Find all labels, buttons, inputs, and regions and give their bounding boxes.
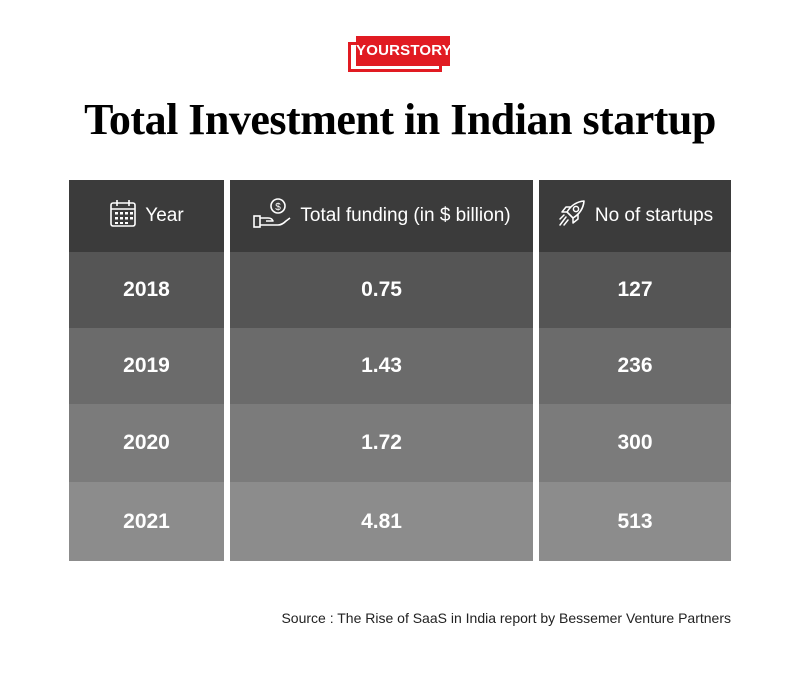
funding-header: $ Total funding (in $ billion) [230,180,533,252]
startups-header: No of startups [539,180,731,252]
year-cell: 2021 [69,482,224,561]
source-note: Source : The Rise of SaaS in India repor… [281,610,731,626]
logo-text: YOURSTORY [356,36,452,66]
funding-cell: 4.81 [230,482,533,561]
calendar-icon [109,198,137,234]
year-column: Year 2018 2019 2020 2021 [69,180,224,561]
money-hand-icon: $ [252,197,292,235]
year-cell: 2018 [69,252,224,328]
rocket-icon [557,198,587,234]
svg-text:$: $ [276,202,282,213]
year-header-label: Year [145,205,184,226]
startups-column: No of startups 127 236 300 513 [539,180,731,561]
chart-title: Total Investment in Indian startup [84,95,716,144]
funding-header-label: Total funding (in $ billion) [300,205,511,226]
startups-cell: 300 [539,404,731,482]
startups-header-label: No of startups [594,205,714,226]
funding-cell: 1.72 [230,404,533,482]
funding-column: $ Total funding (in $ billion) 0.75 1.43… [230,180,533,561]
year-cell: 2019 [69,328,224,404]
startups-cell: 236 [539,328,731,404]
year-header: Year [69,180,224,252]
startups-cell: 127 [539,252,731,328]
funding-cell: 1.43 [230,328,533,404]
funding-cell: 0.75 [230,252,533,328]
yourstory-logo: YOURSTORY [348,36,452,74]
startups-cell: 513 [539,482,731,561]
year-cell: 2020 [69,404,224,482]
